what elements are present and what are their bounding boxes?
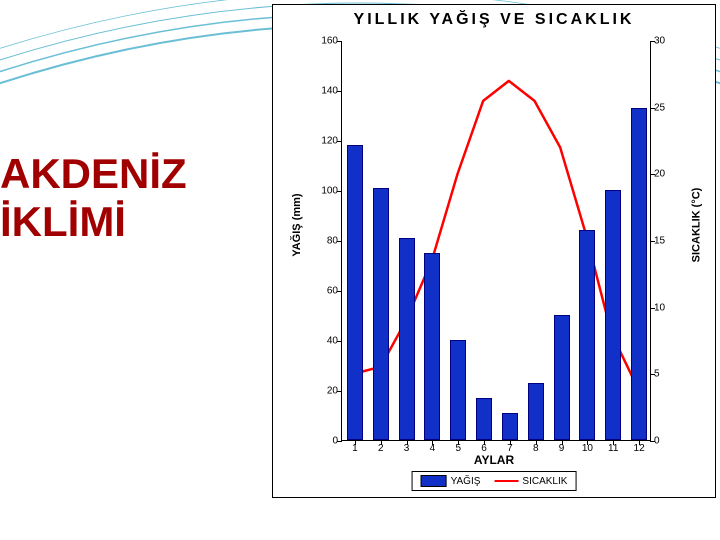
slide-title: AKDENİZ İKLİMİ: [0, 150, 187, 247]
y-right-tick-label: 30: [654, 36, 680, 47]
x-tick-mark: [458, 440, 459, 445]
x-tick-mark: [381, 440, 382, 445]
y-left-tick-mark: [337, 91, 342, 92]
chart-container: YILLIK YAĞIŞ VE SICAKLIK YAĞIŞ (mm) SICA…: [272, 4, 716, 498]
legend-label-temp: SICAKLIK: [522, 476, 567, 487]
y-left-tick-mark: [337, 191, 342, 192]
y-left-tick-label: 40: [312, 336, 338, 347]
y-right-tick-label: 10: [654, 302, 680, 313]
y-left-tick-label: 140: [312, 86, 338, 97]
y-left-tick-label: 0: [312, 436, 338, 447]
y-left-tick-mark: [337, 291, 342, 292]
x-tick-mark: [536, 440, 537, 445]
y-left-tick-label: 120: [312, 136, 338, 147]
x-tick-mark: [613, 440, 614, 445]
y-left-tick-mark: [337, 441, 342, 442]
y-left-tick-mark: [337, 391, 342, 392]
y-left-tick-mark: [337, 141, 342, 142]
y-left-tick-label: 20: [312, 386, 338, 397]
x-tick-mark: [432, 440, 433, 445]
x-tick-mark: [639, 440, 640, 445]
legend: YAĞIŞ SICAKLIK: [412, 471, 577, 491]
y-left-tick-label: 100: [312, 186, 338, 197]
x-tick-mark: [407, 440, 408, 445]
bar: [502, 413, 518, 441]
y-right-tick-label: 0: [654, 436, 680, 447]
y-axis-left-label: YAĞIŞ (mm): [291, 193, 303, 256]
y-right-tick-mark: [650, 174, 655, 175]
y-right-tick-label: 20: [654, 169, 680, 180]
bar: [424, 253, 440, 441]
chart-title: YILLIK YAĞIŞ VE SICAKLIK: [273, 11, 715, 29]
bar: [373, 188, 389, 441]
y-right-tick-mark: [650, 441, 655, 442]
bar: [631, 108, 647, 441]
bar: [579, 230, 595, 440]
y-left-tick-label: 60: [312, 286, 338, 297]
plot-area: 0204060801001201401600510152025301234567…: [341, 41, 651, 441]
bar: [450, 340, 466, 440]
y-left-tick-mark: [337, 41, 342, 42]
bar: [399, 238, 415, 441]
x-tick-mark: [484, 440, 485, 445]
y-right-tick-label: 25: [654, 102, 680, 113]
x-tick-mark: [587, 440, 588, 445]
y-left-tick-mark: [337, 241, 342, 242]
y-axis-right-label: SICAKLIK (°C): [691, 188, 703, 263]
x-tick-mark: [562, 440, 563, 445]
y-right-tick-mark: [650, 108, 655, 109]
y-right-tick-mark: [650, 308, 655, 309]
legend-swatch-precip: [421, 475, 447, 487]
y-right-tick-label: 15: [654, 236, 680, 247]
legend-item-temp: SICAKLIK: [494, 476, 567, 487]
bar: [476, 398, 492, 441]
x-tick-mark: [355, 440, 356, 445]
y-right-tick-mark: [650, 241, 655, 242]
bar: [347, 145, 363, 440]
legend-swatch-temp: [494, 480, 518, 482]
y-left-tick-mark: [337, 341, 342, 342]
bar: [605, 190, 621, 440]
y-right-tick-label: 5: [654, 369, 680, 380]
y-left-tick-label: 80: [312, 236, 338, 247]
bar: [528, 383, 544, 441]
slide: AKDENİZ İKLİMİ YILLIK YAĞIŞ VE SICAKLIK …: [0, 0, 720, 540]
y-left-tick-label: 160: [312, 36, 338, 47]
y-right-tick-mark: [650, 41, 655, 42]
legend-item-precip: YAĞIŞ: [421, 475, 481, 487]
legend-label-precip: YAĞIŞ: [451, 476, 481, 487]
bar: [554, 315, 570, 440]
y-right-tick-mark: [650, 374, 655, 375]
x-tick-mark: [510, 440, 511, 445]
x-axis-label: AYLAR: [273, 453, 715, 467]
